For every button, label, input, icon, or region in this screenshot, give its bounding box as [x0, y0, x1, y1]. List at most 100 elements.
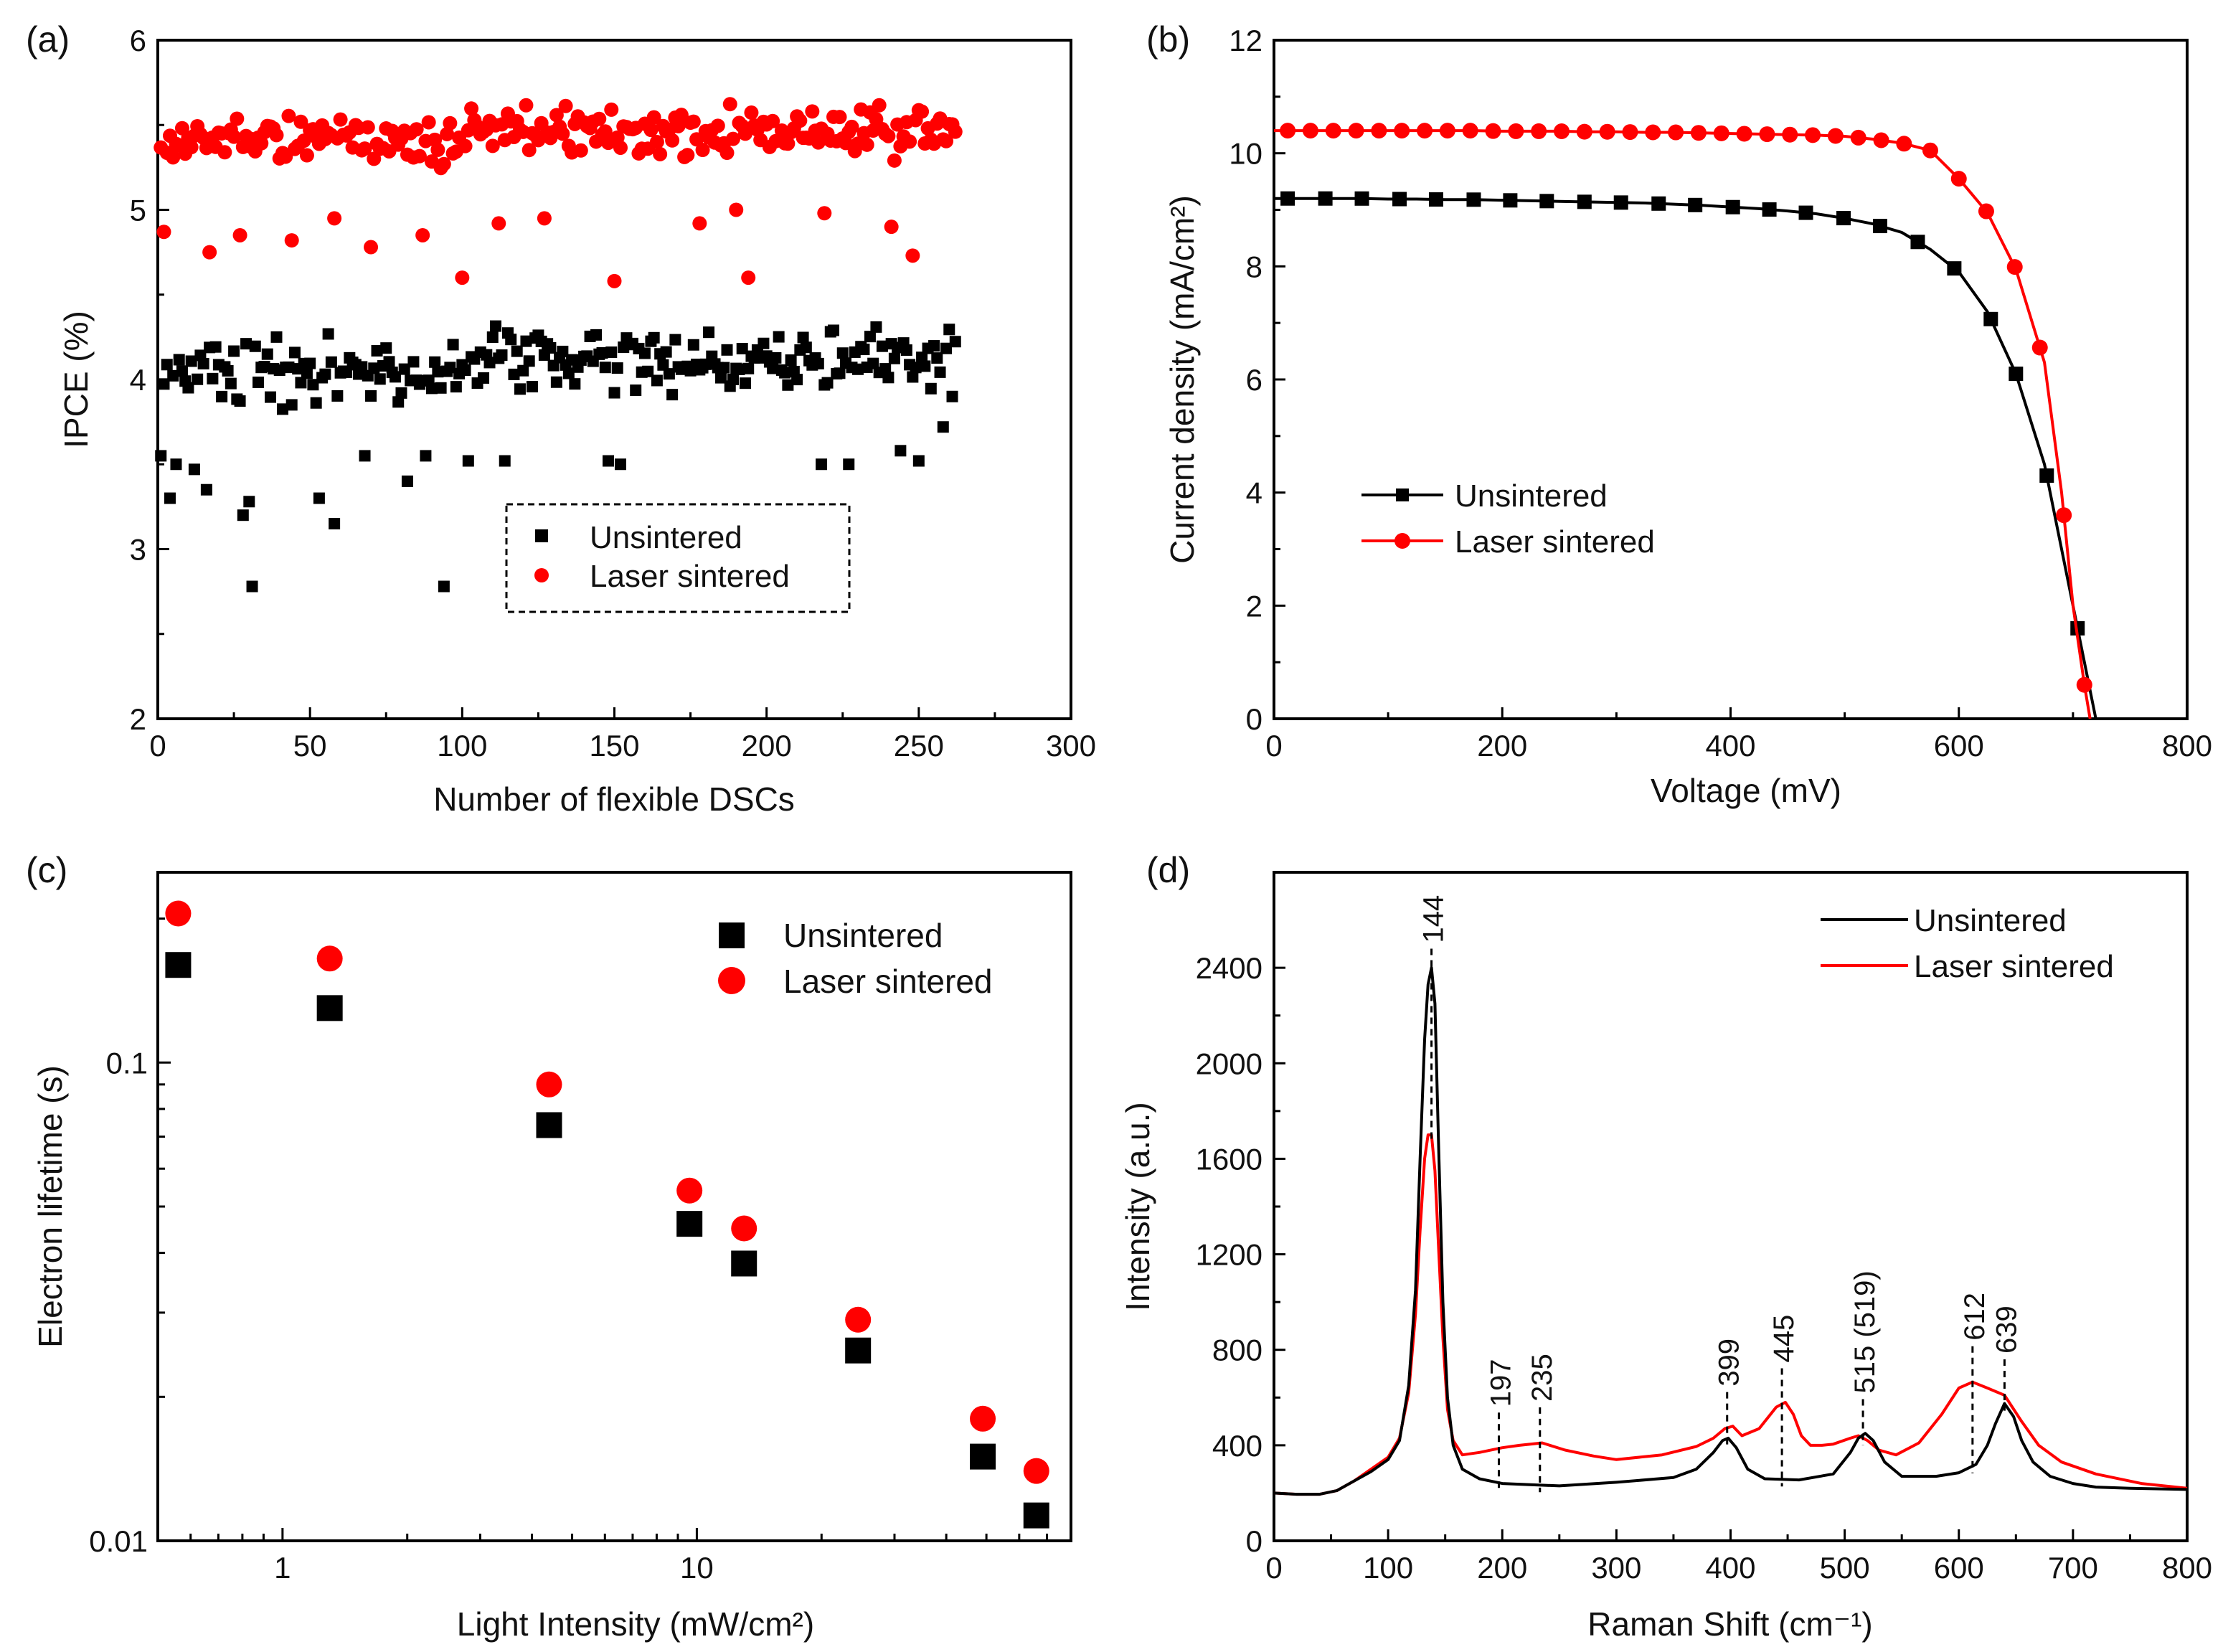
data-point-unsintered-a [508, 368, 520, 380]
data-point-unsintered-a [270, 331, 283, 343]
data-point-laser-a [692, 216, 707, 231]
data-point-unsintered-b [1872, 219, 1887, 234]
data-point-laser-a [793, 113, 808, 128]
ticks-b: 0 200 400 600 800 0 2 4 6 8 10 12 [1229, 24, 2212, 763]
data-point-unsintered-a [940, 342, 953, 354]
data-point-unsintered-a [392, 396, 405, 408]
y-tick-label-d: 2400 [1196, 951, 1262, 985]
x-tick-label-a: 50 [293, 729, 327, 763]
y-tick-label-d: 800 [1212, 1334, 1262, 1367]
data-point-laser-a [156, 225, 171, 240]
data-point-unsintered-a [505, 334, 517, 346]
data-point-unsintered-a [943, 324, 955, 336]
data-point-unsintered-a [550, 376, 562, 388]
data-point-unsintered-a [155, 450, 167, 462]
legend-label-unsintered-b: Unsintered [1455, 478, 1608, 514]
data-point-unsintered-a [599, 362, 611, 374]
data-point-laser-c [676, 1177, 703, 1204]
panel-d: 0 100 200 300 400 500 600 700 800 0 400 800 1200 1600… [1119, 871, 2212, 1643]
data-point-laser-a [458, 138, 473, 154]
data-point-unsintered-a [511, 345, 523, 357]
data-point-unsintered-a [258, 361, 270, 373]
data-point-laser-a [232, 227, 247, 242]
data-point-laser-b [1599, 123, 1615, 140]
x-tick-label-a: 250 [894, 729, 944, 763]
data-point-laser-a [592, 111, 607, 126]
data-point-unsintered-c [845, 1337, 872, 1364]
data-point-unsintered-a [603, 455, 615, 467]
data-point-unsintered-a [420, 450, 432, 462]
data-point-unsintered-a [544, 341, 557, 354]
y-tick-label-b: 0 [1246, 702, 1262, 736]
y-tick-label-a: 6 [130, 24, 146, 57]
data-point-unsintered-a [910, 362, 922, 374]
data-point-unsintered-a [770, 351, 782, 364]
peak-label-d: 197 [1485, 1359, 1516, 1407]
data-point-laser-a [230, 111, 245, 126]
data-point-unsintered-a [651, 374, 663, 387]
data-point-laser-b [1622, 124, 1638, 141]
data-point-unsintered-a [158, 378, 170, 390]
annotations-d: 144 197 235 399 445 515 (519) 612 639 [1418, 895, 2022, 1493]
peak-label-d: 235 [1526, 1354, 1558, 1402]
data-point-laser-a [227, 129, 242, 144]
data-point-unsintered-a [444, 362, 456, 374]
data-point-unsintered-a [611, 362, 623, 374]
data-point-laser-a [598, 124, 613, 139]
data-point-unsintered-a [742, 362, 755, 374]
legend-a: Unsintered Laser sintered [505, 503, 851, 613]
data-point-unsintered-a [608, 387, 620, 399]
data-point-laser-a [665, 133, 680, 148]
data-point-unsintered-c [731, 1250, 757, 1277]
data-point-unsintered-a [721, 344, 733, 356]
data-point-unsintered-a [368, 362, 380, 374]
data-point-laser-a [905, 248, 920, 263]
y-axis-label-d: Intensity (a.u.) [1119, 1102, 1156, 1311]
data-point-unsintered-a [167, 369, 179, 382]
data-point-laser-a [269, 128, 284, 143]
panel-letter-b: (b) [1146, 19, 1190, 60]
data-point-laser-a [884, 220, 899, 235]
data-point-unsintered-a [283, 361, 295, 373]
x-tick-label-a: 200 [742, 729, 792, 763]
data-point-laser-b [2056, 507, 2072, 524]
data-point-unsintered-a [867, 357, 879, 369]
data-point-laser-b [1736, 126, 1752, 142]
data-point-laser-b [1348, 123, 1364, 139]
data-point-unsintered-a [374, 373, 386, 385]
legend-label-laser-b: Laser sintered [1455, 524, 1655, 560]
data-point-laser-a [765, 113, 780, 128]
data-point-unsintered-a [767, 362, 779, 374]
data-point-laser-a [360, 120, 375, 135]
data-point-unsintered-a [657, 359, 669, 371]
data-point-unsintered-a [660, 346, 672, 358]
data-point-unsintered-a [895, 445, 907, 457]
data-point-unsintered-a [630, 384, 642, 397]
data-point-laser-a [872, 98, 887, 113]
x-tick-label-d: 600 [1934, 1551, 1984, 1585]
data-point-unsintered-a [425, 382, 438, 395]
data-point-laser-a [710, 118, 725, 133]
data-point-laser-a [296, 133, 311, 148]
y-tick-label-a: 2 [130, 702, 146, 736]
y-axis-label-c: Electron lifetime (s) [32, 1065, 69, 1348]
data-point-unsintered-b [1428, 192, 1443, 207]
data-point-unsintered-a [907, 371, 919, 383]
x-tick-label-c: 1 [274, 1551, 291, 1585]
data-point-laser-a [887, 153, 902, 168]
data-point-unsintered-a [170, 458, 182, 471]
data-point-unsintered-b [2009, 367, 2024, 382]
data-point-laser-a [722, 97, 737, 112]
data-point-unsintered-a [666, 389, 679, 401]
x-tick-label-a: 300 [1046, 729, 1096, 763]
data-point-unsintered-a [928, 340, 940, 352]
data-point-laser-a [299, 148, 314, 163]
data-point-laser-b [1325, 123, 1341, 139]
data-point-laser-b [1922, 142, 1938, 159]
data-point-laser-c [845, 1306, 872, 1333]
x-tick-label-b: 600 [1934, 729, 1984, 763]
data-point-unsintered-a [450, 381, 462, 393]
data-point-unsintered-a [569, 378, 581, 390]
data-point-unsintered-a [228, 345, 240, 357]
data-point-unsintered-a [237, 509, 249, 521]
